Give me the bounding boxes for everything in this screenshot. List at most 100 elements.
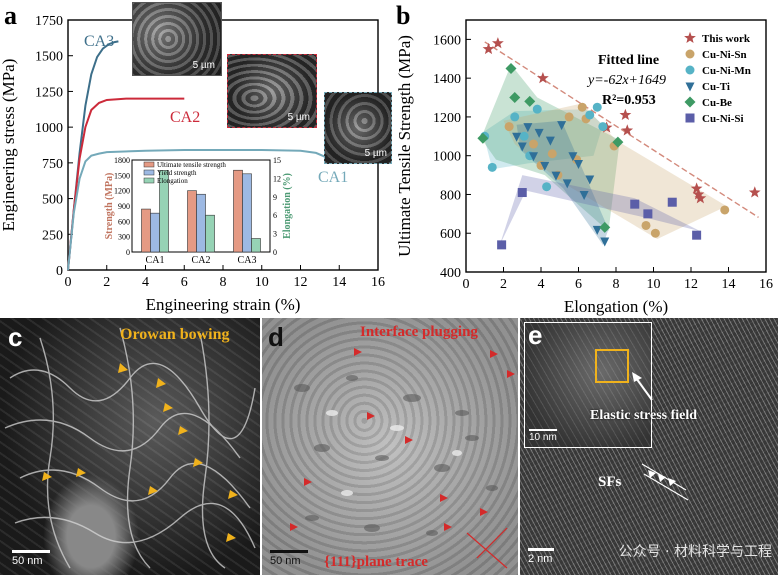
point-cu-ti [529, 152, 538, 162]
curve-label-ca2: CA2 [170, 109, 200, 126]
panel-label-c: c [8, 322, 23, 352]
x-tick-label: 6 [181, 275, 188, 290]
point-cu-ti [540, 161, 550, 171]
inset-bar-ca1 [141, 208, 151, 253]
point-this work [690, 182, 703, 194]
curve-label-ca1: CA1 [318, 169, 348, 186]
fit-equation: y=-62x+1649 [586, 73, 666, 88]
y-tick-label: 500 [42, 193, 63, 208]
scale-bar-line [528, 548, 554, 551]
inset-y-label: Strength (MPa) [104, 173, 115, 240]
point-cu-ti [551, 171, 561, 181]
panel-b-chart: b 0 2 4 6 8 10 12 14 16 400 600 800 1000 1200 1400 1600 E… [395, 1, 773, 316]
point-cu-ti [600, 237, 610, 247]
curve-label-ca3: CA3 [84, 33, 114, 50]
point-cu-ni-mn [487, 162, 497, 172]
fit-line [484, 41, 759, 218]
point-cu-be [599, 221, 611, 233]
panel-label-a: a [4, 1, 17, 30]
inset-category-label: CA2 [192, 255, 211, 266]
panel-label-b: b [396, 1, 410, 30]
stress-field-box [595, 349, 629, 383]
x-tick-label: 14 [332, 275, 346, 290]
legend-label: Cu-Be [702, 97, 732, 109]
sem-scale-bar: 5 µm [288, 112, 310, 123]
point-cu-ti [562, 179, 572, 189]
panel-label-d: d [268, 322, 284, 352]
point-cu-ni-sn [529, 139, 538, 149]
sfs-label: SFs [598, 474, 622, 490]
sem-scale-label: 5 µm [364, 148, 387, 159]
sem-scale-label: 5 µm [192, 60, 215, 71]
inset-bar-ca3 [233, 169, 243, 253]
y-tick-label: 0 [56, 264, 63, 279]
scale-bar-c: 50 nm [12, 550, 50, 567]
x-tick-label: 4 [142, 275, 149, 290]
sem-scale-bar: 5 µm [365, 148, 387, 159]
inset-y-tick-label: 900 [118, 202, 130, 211]
y-tick-label: 1500 [35, 50, 63, 65]
inset-bar-ca1 [150, 212, 160, 253]
sem-inset-ca2: 5 µm [227, 54, 317, 128]
point-cu-ni-sn [650, 228, 660, 238]
scale-bar-e: 2 nm [528, 548, 554, 565]
fit-title: Fitted line [598, 53, 659, 68]
region-4 [499, 175, 701, 245]
x-tick-label: 6 [575, 277, 582, 292]
point-cu-ni-mn [542, 182, 552, 192]
y-tick-label: 600 [440, 227, 461, 242]
inset-legend-swatch [143, 177, 155, 184]
x-axis-label: Elongation (%) [564, 297, 668, 316]
x-tick-label: 12 [294, 275, 308, 290]
plane-trace-label: {111}plane trace [324, 554, 428, 570]
legend-marker [684, 31, 696, 43]
x-tick-label: 0 [463, 277, 470, 292]
point-cu-ni-mn [592, 102, 602, 112]
x-tick-label: 8 [613, 277, 620, 292]
point-cu-ti [557, 121, 567, 131]
point-cu-ti [545, 136, 555, 146]
curve-ca2 [67, 97, 185, 271]
point-cu-ni-sn [564, 112, 574, 122]
point-this work [692, 188, 705, 200]
point-cu-ni-si [643, 209, 653, 219]
inset-bar-ca2 [205, 214, 215, 253]
point-cu-be [477, 132, 489, 144]
y-tick-label: 1250 [35, 85, 63, 100]
legend-label: Cu-Ni-Sn [702, 49, 747, 61]
x-tick-label: 4 [538, 277, 545, 292]
sem-scale-label: 5 µm [287, 112, 310, 123]
y-tick-label: 1750 [35, 14, 63, 29]
sem-inset-ca1: 5 µm [324, 92, 392, 164]
inset-category-label: CA1 [146, 255, 165, 266]
watermark: 公众号 · 材料科学与工程 [618, 544, 772, 560]
point-this work [748, 186, 761, 198]
scale-bar-d: 50 nm [270, 550, 308, 567]
y-tick-label: 1600 [433, 33, 461, 48]
scale-bar-e-inset: 10 nm [529, 429, 557, 443]
point-cu-ti [574, 159, 583, 169]
panel-a: a 0 2 4 6 8 10 12 14 16 0 250 500 750 1000 1250 1500 1750… [0, 0, 392, 318]
legend-label: Cu-Ni-Si [702, 113, 744, 125]
point-this work [537, 72, 549, 84]
scale-label-d: 50 nm [270, 555, 301, 567]
scale-label-e: 2 nm [528, 553, 553, 565]
point-cu-ni-mn [510, 112, 520, 122]
x-tick-label: 2 [500, 277, 507, 292]
x-tick-label: 10 [255, 275, 269, 290]
y-tick-label: 250 [42, 228, 63, 243]
x-tick-label: 16 [759, 277, 773, 292]
point-cu-ni-mn [598, 122, 608, 132]
point-cu-ni-mn [519, 131, 529, 141]
point-cu-ti [568, 152, 578, 162]
x-tick-label: 14 [722, 277, 736, 292]
inset-legend-label: Elongation [157, 177, 188, 185]
panel-c: c Orowan bowing 50 nm [0, 318, 260, 575]
point-cu-ti [585, 175, 595, 185]
point-cu-ti [517, 142, 527, 152]
point-cu-ti [592, 225, 602, 235]
legend-marker [685, 82, 695, 92]
legend-label: Cu-Ni-Mn [702, 65, 751, 77]
inset-y2-tick-label: 3 [273, 230, 277, 239]
inset-legend-label: Yield strength [157, 169, 197, 177]
